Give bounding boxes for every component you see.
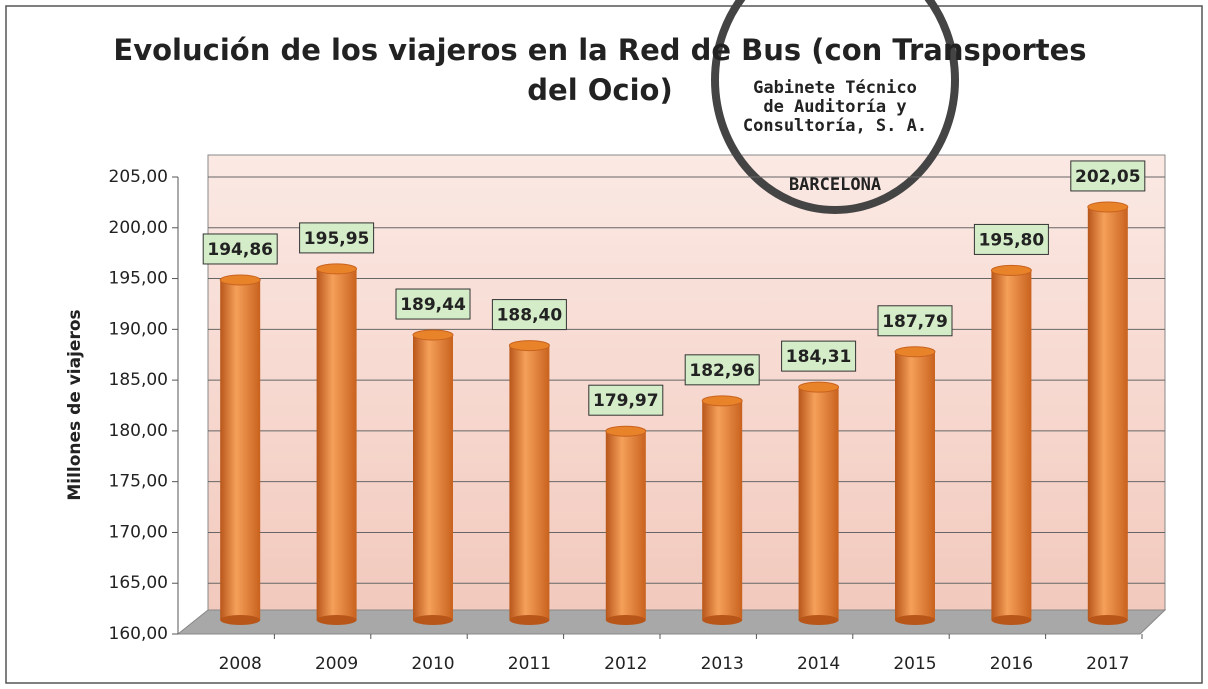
y-tick-label: 165,00 (109, 573, 168, 593)
bar-base (605, 615, 646, 625)
bar-base (413, 615, 453, 625)
stamp-text: Gabinete Técnico (753, 78, 917, 98)
value-label: 187,79 (882, 312, 948, 332)
value-label-box (491, 299, 567, 331)
value-label: 202,05 (1075, 167, 1141, 187)
value-label-box (781, 340, 857, 372)
bar-top (990, 264, 1032, 276)
bar (219, 274, 261, 625)
y-tick-label: 180,00 (109, 421, 168, 441)
bar (316, 263, 358, 625)
y-tick-label: 185,00 (109, 370, 168, 390)
x-tick-label: 2008 (219, 654, 262, 674)
bar-body (605, 431, 646, 620)
stamp-text: Consultoría, S. A. (743, 116, 927, 136)
x-tick-label: 2013 (701, 654, 744, 674)
bar-body (798, 387, 839, 620)
x-tick-label: 2009 (315, 654, 358, 674)
value-label: 182,96 (689, 361, 755, 381)
bar-top (316, 263, 358, 275)
y-tick-label: 195,00 (109, 269, 168, 289)
x-tick-label: 2010 (411, 654, 454, 674)
bar-base (895, 615, 935, 625)
y-tick-label: 160,00 (109, 624, 168, 644)
value-label-box (1070, 160, 1146, 192)
bar-body (895, 351, 935, 620)
value-label-box (202, 233, 278, 265)
chart-title: Evolución de los viajeros en la Red de B… (113, 33, 1087, 107)
bar (894, 346, 936, 625)
x-tick-label: 2011 (508, 654, 551, 674)
stamp-text: de Auditoría y (763, 97, 906, 117)
bar (1087, 201, 1129, 625)
bar (508, 340, 550, 625)
y-axis-label: Millones de viajeros (65, 309, 85, 500)
bar-top (219, 274, 261, 286)
value-label: 195,80 (979, 230, 1045, 250)
bar (990, 264, 1032, 625)
bar-top (412, 329, 454, 341)
bar-body (220, 279, 261, 620)
value-label-box (684, 354, 760, 386)
x-tick-label: 2016 (990, 654, 1033, 674)
bar-top (508, 340, 550, 352)
bar-body (509, 345, 550, 620)
value-label: 189,44 (400, 295, 466, 315)
frame (5, 5, 1203, 684)
bar-body (1087, 206, 1128, 620)
bar-base (316, 615, 357, 625)
bar-base (1087, 615, 1128, 625)
value-label-box (588, 384, 664, 416)
value-label: 194,86 (207, 240, 273, 260)
x-tick-label: 2012 (604, 654, 647, 674)
value-label: 195,95 (304, 229, 370, 249)
stamp-text: BARCELONA (789, 175, 881, 195)
value-label-box (299, 222, 375, 254)
x-tick-label: 2017 (1086, 654, 1129, 674)
bar-body (991, 270, 1032, 620)
bar-base (509, 615, 550, 625)
value-label: 184,31 (786, 347, 852, 367)
y-tick-label: 200,00 (109, 218, 168, 238)
y-tick-label: 175,00 (109, 472, 168, 492)
bar-base (798, 615, 839, 625)
value-label-box (973, 223, 1049, 255)
value-label-box (395, 288, 471, 320)
bar-base (991, 615, 1032, 625)
value-label: 179,97 (593, 391, 659, 411)
bar (412, 329, 454, 625)
bar-body (316, 268, 357, 620)
bar-base (702, 615, 743, 625)
y-tick-label: 190,00 (109, 319, 168, 339)
bar-body (702, 400, 743, 620)
value-label-box (877, 305, 953, 337)
x-tick-label: 2014 (797, 654, 840, 674)
bar-body (413, 335, 453, 620)
bar-top (1087, 201, 1129, 213)
bar (701, 395, 743, 625)
x-tick-label: 2015 (893, 654, 936, 674)
bar (605, 425, 647, 625)
y-tick-label: 170,00 (109, 522, 168, 542)
y-tick-label: 205,00 (109, 167, 168, 187)
stamp-ring (711, 0, 959, 214)
bar-top (605, 425, 647, 437)
bar-top (894, 346, 936, 358)
bar-base (220, 615, 261, 625)
bar-top (798, 381, 840, 393)
value-label: 188,40 (497, 306, 563, 326)
bar-top (701, 395, 743, 407)
bar (798, 381, 840, 625)
